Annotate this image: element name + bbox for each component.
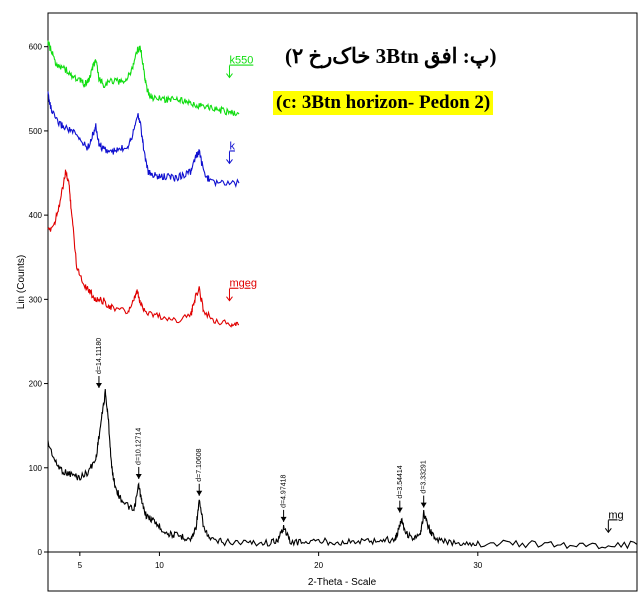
peak-d-spacing-label: d=14.11180 bbox=[96, 338, 103, 374]
series-tag-arrowhead bbox=[226, 159, 233, 165]
y-tick-label: 0 bbox=[38, 548, 43, 557]
x-tick-label: 30 bbox=[473, 561, 482, 570]
peak-d-spacing-label: d=3.33291 bbox=[421, 460, 428, 493]
x-tick-label: 10 bbox=[155, 561, 164, 570]
series-tag-k: k bbox=[229, 140, 235, 152]
chart-title-english: (c: 3Btn horizon- Pedon 2) bbox=[273, 91, 494, 115]
peak-d-spacing-label: d=3.54414 bbox=[397, 465, 404, 498]
series-tags: k550 k mgeg mg bbox=[226, 55, 624, 534]
peak-arrow-head bbox=[280, 516, 287, 522]
y-tick-label: 100 bbox=[29, 464, 43, 473]
axis-ticks: 0 100 200 300 400 500 600 5 10 20 30 bbox=[29, 43, 483, 570]
peak-arrow-head bbox=[135, 473, 142, 479]
peak-annotations: d=14.11180 d=10.12714 d=7.10608 d=4.97418 d=… bbox=[95, 338, 428, 522]
peak-arrow-head bbox=[196, 490, 203, 496]
chart-title-persian: (پ: افق 3Btn خاک‌رخ ۲) bbox=[285, 44, 497, 68]
series-tag-k550: k550 bbox=[229, 55, 253, 67]
series-tag-arrowhead bbox=[226, 296, 233, 302]
x-tick-label: 20 bbox=[314, 561, 323, 570]
peak-d-spacing-label: d=10.12714 bbox=[136, 428, 143, 465]
series-line-k bbox=[47, 91, 240, 189]
series-line-mgeg bbox=[47, 169, 240, 328]
peak-arrow-head bbox=[420, 502, 427, 508]
y-tick-label: 300 bbox=[29, 295, 43, 304]
peak-arrow-head bbox=[396, 507, 403, 513]
series-tag-mg: mg bbox=[608, 509, 623, 521]
series-tag-arrowhead bbox=[604, 528, 612, 534]
peak-d-spacing-label: d=4.97418 bbox=[281, 475, 288, 508]
series-layer bbox=[47, 40, 638, 550]
peak-arrow-head bbox=[95, 382, 102, 388]
y-tick-label: 400 bbox=[29, 211, 43, 220]
series-tag-mgeg: mgeg bbox=[229, 278, 257, 290]
x-axis-label: 2-Theta - Scale bbox=[308, 577, 377, 588]
y-tick-label: 500 bbox=[29, 127, 43, 136]
series-line-k550 bbox=[47, 40, 240, 117]
series-tag-arrowhead bbox=[226, 73, 233, 79]
peak-d-spacing-label: d=7.10608 bbox=[196, 448, 203, 481]
y-tick-label: 600 bbox=[29, 43, 43, 52]
series-line-mg bbox=[47, 389, 638, 550]
y-axis-label: Lin (Counts) bbox=[16, 255, 27, 309]
x-tick-label: 5 bbox=[78, 561, 83, 570]
y-tick-label: 200 bbox=[29, 380, 43, 389]
